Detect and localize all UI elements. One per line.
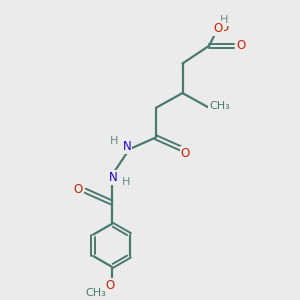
- Text: O: O: [219, 21, 229, 34]
- Text: H: H: [110, 136, 118, 146]
- Text: CH₃: CH₃: [209, 101, 230, 111]
- Text: O: O: [236, 39, 245, 52]
- Text: O: O: [181, 147, 190, 160]
- Text: N: N: [123, 140, 131, 153]
- Text: H: H: [218, 16, 226, 26]
- Text: CH₃: CH₃: [86, 288, 106, 298]
- Text: O: O: [213, 22, 223, 35]
- Text: H: H: [122, 177, 130, 187]
- Text: N: N: [109, 171, 117, 184]
- Text: O: O: [74, 183, 83, 196]
- Text: O: O: [106, 279, 115, 292]
- Text: H: H: [220, 15, 228, 25]
- Text: O: O: [236, 39, 245, 52]
